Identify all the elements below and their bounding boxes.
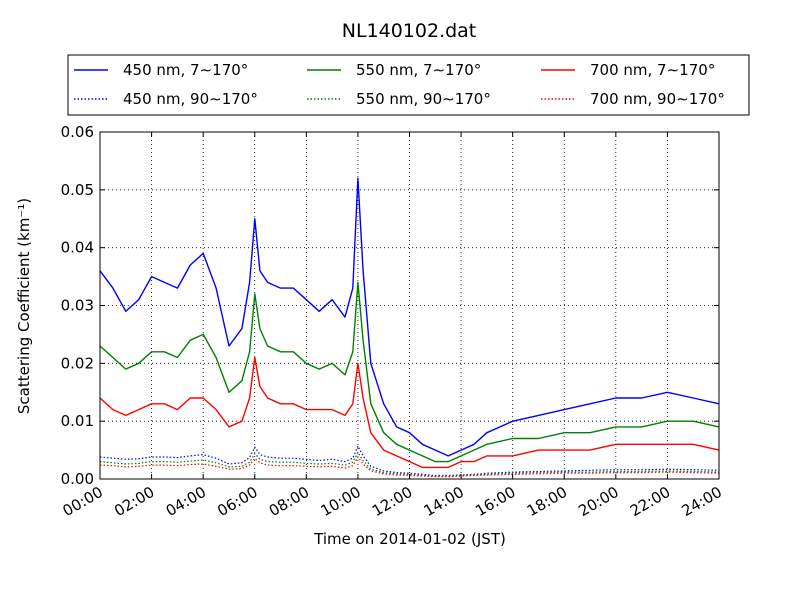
x-tick-label: 10:00 (317, 483, 363, 520)
y-axis-label: Scattering Coefficient (km⁻¹) (15, 198, 33, 414)
series-line-0 (99, 177, 720, 457)
legend-box (67, 54, 750, 116)
legend-item: 550 nm, 90∼170° (307, 90, 491, 108)
legend-label: 700 nm, 7∼170° (590, 61, 715, 79)
legend-label: 550 nm, 90∼170° (356, 90, 491, 108)
x-tick-label: 00:00 (60, 483, 106, 520)
x-tick-label: 24:00 (679, 483, 725, 520)
x-tick-label: 16:00 (472, 483, 518, 520)
x-tick-label: 04:00 (163, 483, 209, 520)
legend-item: 550 nm, 7∼170° (307, 61, 481, 79)
x-tick-label: 02:00 (111, 483, 157, 520)
x-tick-label: 08:00 (266, 483, 312, 520)
x-tick-label: 18:00 (524, 483, 570, 520)
legend-label: 550 nm, 7∼170° (356, 61, 481, 79)
y-tick-label: 0.05 (61, 181, 94, 199)
y-tick-label: 0.02 (61, 354, 94, 372)
plot-background (100, 132, 719, 479)
y-tick-label: 0.03 (61, 297, 94, 315)
x-tick-label: 20:00 (575, 483, 621, 520)
legend-item: 450 nm, 7∼170° (74, 61, 248, 79)
x-tick-label: 22:00 (627, 483, 673, 520)
plot-area: 00:00 02:00 04:00 06:00 08:00 10:00 12:00 14:00… (60, 123, 725, 520)
series-line-3 (99, 445, 720, 477)
x-tick-label: 14:00 (421, 483, 467, 520)
legend-label: 450 nm, 90∼170° (123, 90, 258, 108)
x-axis-label: Time on 2014-01-02 (JST) (313, 530, 506, 548)
series-line-1 (99, 281, 720, 463)
legend-item: 700 nm, 90∼170° (541, 90, 725, 108)
series-line-2 (99, 356, 720, 469)
y-tick-label: 0.06 (61, 123, 94, 141)
legend-label: 700 nm, 90∼170° (590, 90, 725, 108)
y-tick-label: 0.00 (61, 470, 94, 488)
legend: 450 nm, 7∼170° 550 nm, 7∼170° 700 nm, 7∼17… (67, 54, 750, 116)
legend-item: 450 nm, 90∼170° (74, 90, 258, 108)
x-tick-label: 12:00 (369, 483, 415, 520)
series-line-5 (99, 456, 720, 478)
chart-title: NL140102.dat (342, 20, 477, 42)
legend-label: 450 nm, 7∼170° (123, 61, 248, 79)
y-tick-label: 0.04 (61, 239, 94, 257)
y-tick-label: 0.01 (61, 412, 94, 430)
x-tick-label: 06:00 (214, 483, 260, 520)
series-line-4 (99, 451, 720, 477)
series-layer (99, 177, 720, 478)
legend-item: 700 nm, 7∼170° (541, 61, 715, 79)
